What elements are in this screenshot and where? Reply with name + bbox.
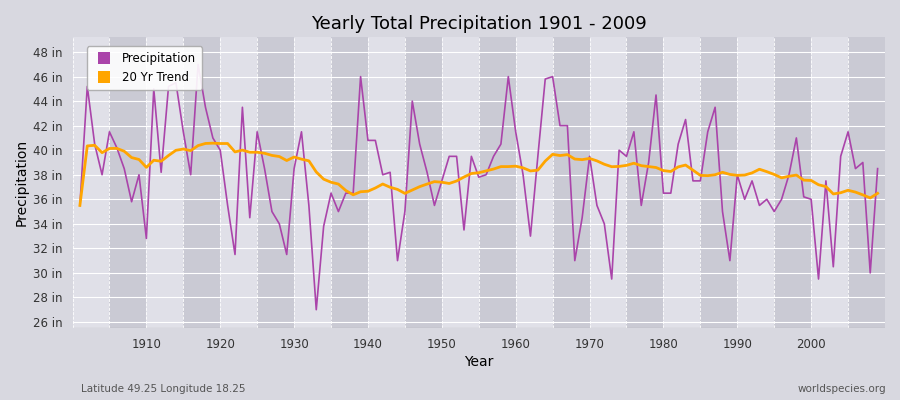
Bar (331, 37, 368, 328)
Bar (220, 37, 257, 328)
Bar (590, 37, 626, 328)
X-axis label: Year: Year (464, 355, 493, 369)
Bar (110, 37, 147, 328)
Bar (885, 37, 900, 328)
Bar (405, 37, 442, 328)
Bar (737, 37, 774, 328)
Legend: Precipitation, 20 Yr Trend: Precipitation, 20 Yr Trend (86, 46, 202, 90)
Bar (663, 37, 700, 328)
Text: Latitude 49.25 Longitude 18.25: Latitude 49.25 Longitude 18.25 (81, 384, 246, 394)
Bar (73, 37, 110, 328)
Bar (147, 37, 184, 328)
Bar (626, 37, 663, 328)
Bar (553, 37, 590, 328)
Bar (811, 37, 848, 328)
Bar (294, 37, 331, 328)
Bar (479, 37, 516, 328)
Title: Yearly Total Precipitation 1901 - 2009: Yearly Total Precipitation 1901 - 2009 (310, 15, 646, 33)
Bar (184, 37, 220, 328)
Y-axis label: Precipitation: Precipitation (15, 139, 29, 226)
Bar (442, 37, 479, 328)
Bar (368, 37, 405, 328)
Bar (774, 37, 811, 328)
Bar (257, 37, 294, 328)
Bar (848, 37, 885, 328)
Bar (700, 37, 737, 328)
Bar (516, 37, 553, 328)
Text: worldspecies.org: worldspecies.org (798, 384, 886, 394)
